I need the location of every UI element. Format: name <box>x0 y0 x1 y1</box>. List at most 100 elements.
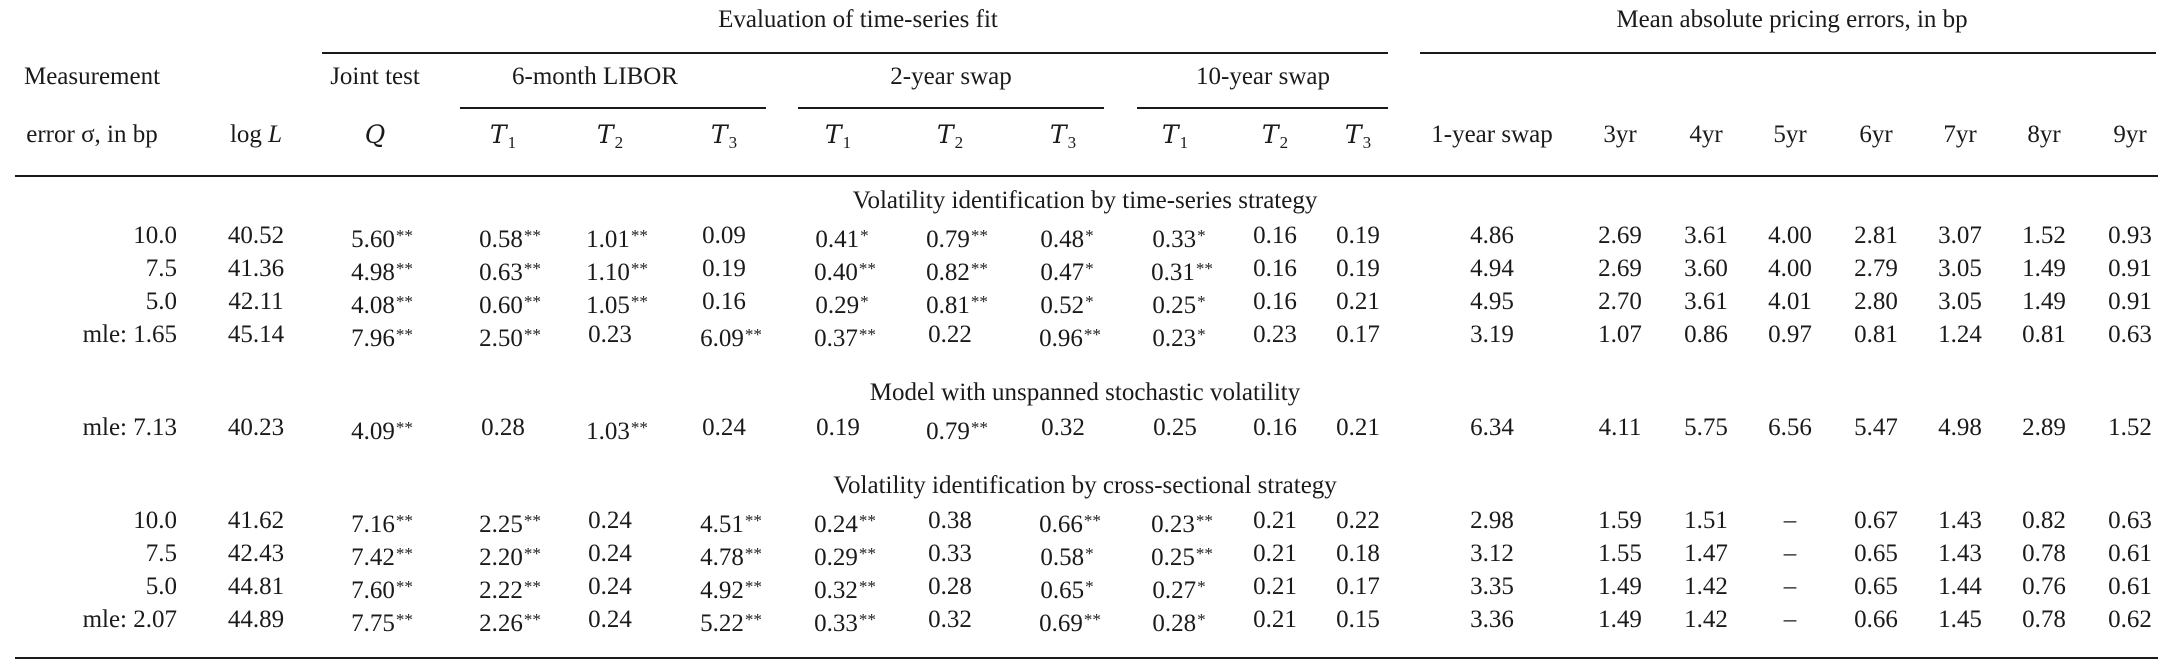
row-label: 10.0 <box>133 222 177 249</box>
table-cell: 0.66 <box>1854 606 1898 633</box>
table-cell: 2.69 <box>1598 255 1642 282</box>
table-cell: 0.76 <box>2022 573 2066 600</box>
table-cell: 5.60** <box>351 226 413 253</box>
table-cell: 0.17 <box>1336 321 1380 348</box>
table-cell: 0.31** <box>1151 259 1213 286</box>
table-cell: 0.19 <box>702 255 746 282</box>
table-cell: 0.82 <box>2022 507 2066 534</box>
group-header-errors: Mean absolute pricing errors, in bp <box>1616 6 1968 33</box>
table-cell: 45.14 <box>227 321 285 348</box>
table-cell: 41.62 <box>227 507 285 534</box>
table-cell: 4.51** <box>700 511 762 538</box>
col-header-err-2: 4yr <box>1689 121 1723 148</box>
table-cell: 4.11 <box>1598 414 1642 441</box>
table-cell: 3.19 <box>1470 321 1514 348</box>
rule-group-fit <box>322 52 1388 54</box>
table-cell: 0.29** <box>814 544 876 571</box>
table-cell: 0.82** <box>926 259 988 286</box>
table-cell: 4.01 <box>1768 288 1812 315</box>
libor-header: 6-month LIBOR <box>512 63 678 90</box>
table-cell: 4.98** <box>351 259 413 286</box>
table-cell: 0.16 <box>1253 288 1297 315</box>
table-cell: 1.52 <box>2022 222 2066 249</box>
measurement-header-line2: error σ, in bp <box>26 121 158 148</box>
row-label: mle: 2.07 <box>82 606 177 633</box>
table-cell: 0.21 <box>1336 414 1380 441</box>
table-cell: 0.24 <box>588 540 632 567</box>
table-cell: 3.61 <box>1684 222 1728 249</box>
table-cell: 0.86 <box>1684 321 1728 348</box>
table-cell: 1.43 <box>1938 507 1982 534</box>
rule-table-bottom <box>15 657 2158 659</box>
panel-title: Volatility identification by time-series… <box>852 187 1318 214</box>
table-cell: 0.29* <box>815 292 869 319</box>
table-cell: 1.05** <box>586 292 648 319</box>
row-label: mle: 1.65 <box>82 321 177 348</box>
table-cell: 0.16 <box>702 288 746 315</box>
table-cell: 7.60** <box>351 577 413 604</box>
rule-header-bottom <box>15 175 2158 177</box>
table-cell: 0.33 <box>928 540 972 567</box>
table-cell: 0.79** <box>926 418 988 445</box>
table-cell: 3.60 <box>1684 255 1728 282</box>
table-cell: 0.27* <box>1152 577 1206 604</box>
table-cell: 0.65* <box>1040 577 1094 604</box>
table-cell: 1.42 <box>1684 573 1728 600</box>
rule-swap10 <box>1137 107 1388 109</box>
table-cell: 0.21 <box>1253 507 1297 534</box>
table-cell: 0.93 <box>2108 222 2152 249</box>
table-cell: 4.00 <box>1768 222 1812 249</box>
col-header-err-4: 6yr <box>1859 121 1893 148</box>
table-cell: 0.32 <box>928 606 972 633</box>
row-label: 10.0 <box>133 507 177 534</box>
table-cell: 0.32 <box>1041 414 1085 441</box>
rule-libor <box>460 107 766 109</box>
table-cell: 4.00 <box>1768 255 1812 282</box>
col-header-err-5: 7yr <box>1943 121 1977 148</box>
col-header-t3: T3 <box>1049 120 1077 152</box>
table-cell: 0.16 <box>1253 222 1297 249</box>
table-cell: 5.75 <box>1684 414 1728 441</box>
table-cell: 0.41* <box>815 226 869 253</box>
row-label: 5.0 <box>145 288 177 315</box>
table-cell: 6.34 <box>1470 414 1514 441</box>
table-cell: 0.17 <box>1336 573 1380 600</box>
table-cell: 1.49 <box>2022 288 2066 315</box>
table-cell: 1.01** <box>586 226 648 253</box>
table-cell: 0.28 <box>481 414 525 441</box>
table-cell: 0.97 <box>1768 321 1812 348</box>
table-cell: 42.11 <box>228 288 284 315</box>
col-header-t2: T2 <box>1261 120 1289 152</box>
table-cell: 6.56 <box>1768 414 1812 441</box>
table-cell: 4.95 <box>1470 288 1514 315</box>
table-cell: 0.24 <box>588 606 632 633</box>
table-cell: 0.21 <box>1253 573 1297 600</box>
table-cell: 2.89 <box>2022 414 2066 441</box>
table-cell: 0.23* <box>1152 325 1206 352</box>
table-cell: 1.07 <box>1598 321 1642 348</box>
table-cell: 4.94 <box>1470 255 1514 282</box>
table-cell: 1.59 <box>1598 507 1642 534</box>
row-label: 7.5 <box>145 540 177 567</box>
row-label: 5.0 <box>145 573 177 600</box>
rule-group-errors <box>1420 52 2156 54</box>
table-cell: 0.47* <box>1040 259 1094 286</box>
table-cell: 0.62 <box>2108 606 2152 633</box>
table-cell: 42.43 <box>227 540 285 567</box>
table-cell: 1.45 <box>1938 606 1982 633</box>
table-cell: 0.52* <box>1040 292 1094 319</box>
table-cell: 0.60** <box>479 292 541 319</box>
col-header-err-0: 1-year swap <box>1431 121 1553 148</box>
table-cell: 2.98 <box>1470 507 1514 534</box>
table-cell: 0.66** <box>1039 511 1101 538</box>
table-cell: 5.47 <box>1854 414 1898 441</box>
row-label: 7.5 <box>145 255 177 282</box>
table-cell: 0.23** <box>1151 511 1213 538</box>
table-cell: 0.81 <box>2022 321 2066 348</box>
table-cell: 4.92** <box>700 577 762 604</box>
col-header-t2: T2 <box>936 120 964 152</box>
table-cell: 0.63 <box>2108 321 2152 348</box>
table-cell: 0.24 <box>702 414 746 441</box>
table-cell: 3.12 <box>1470 540 1514 567</box>
table-cell: 0.63 <box>2108 507 2152 534</box>
